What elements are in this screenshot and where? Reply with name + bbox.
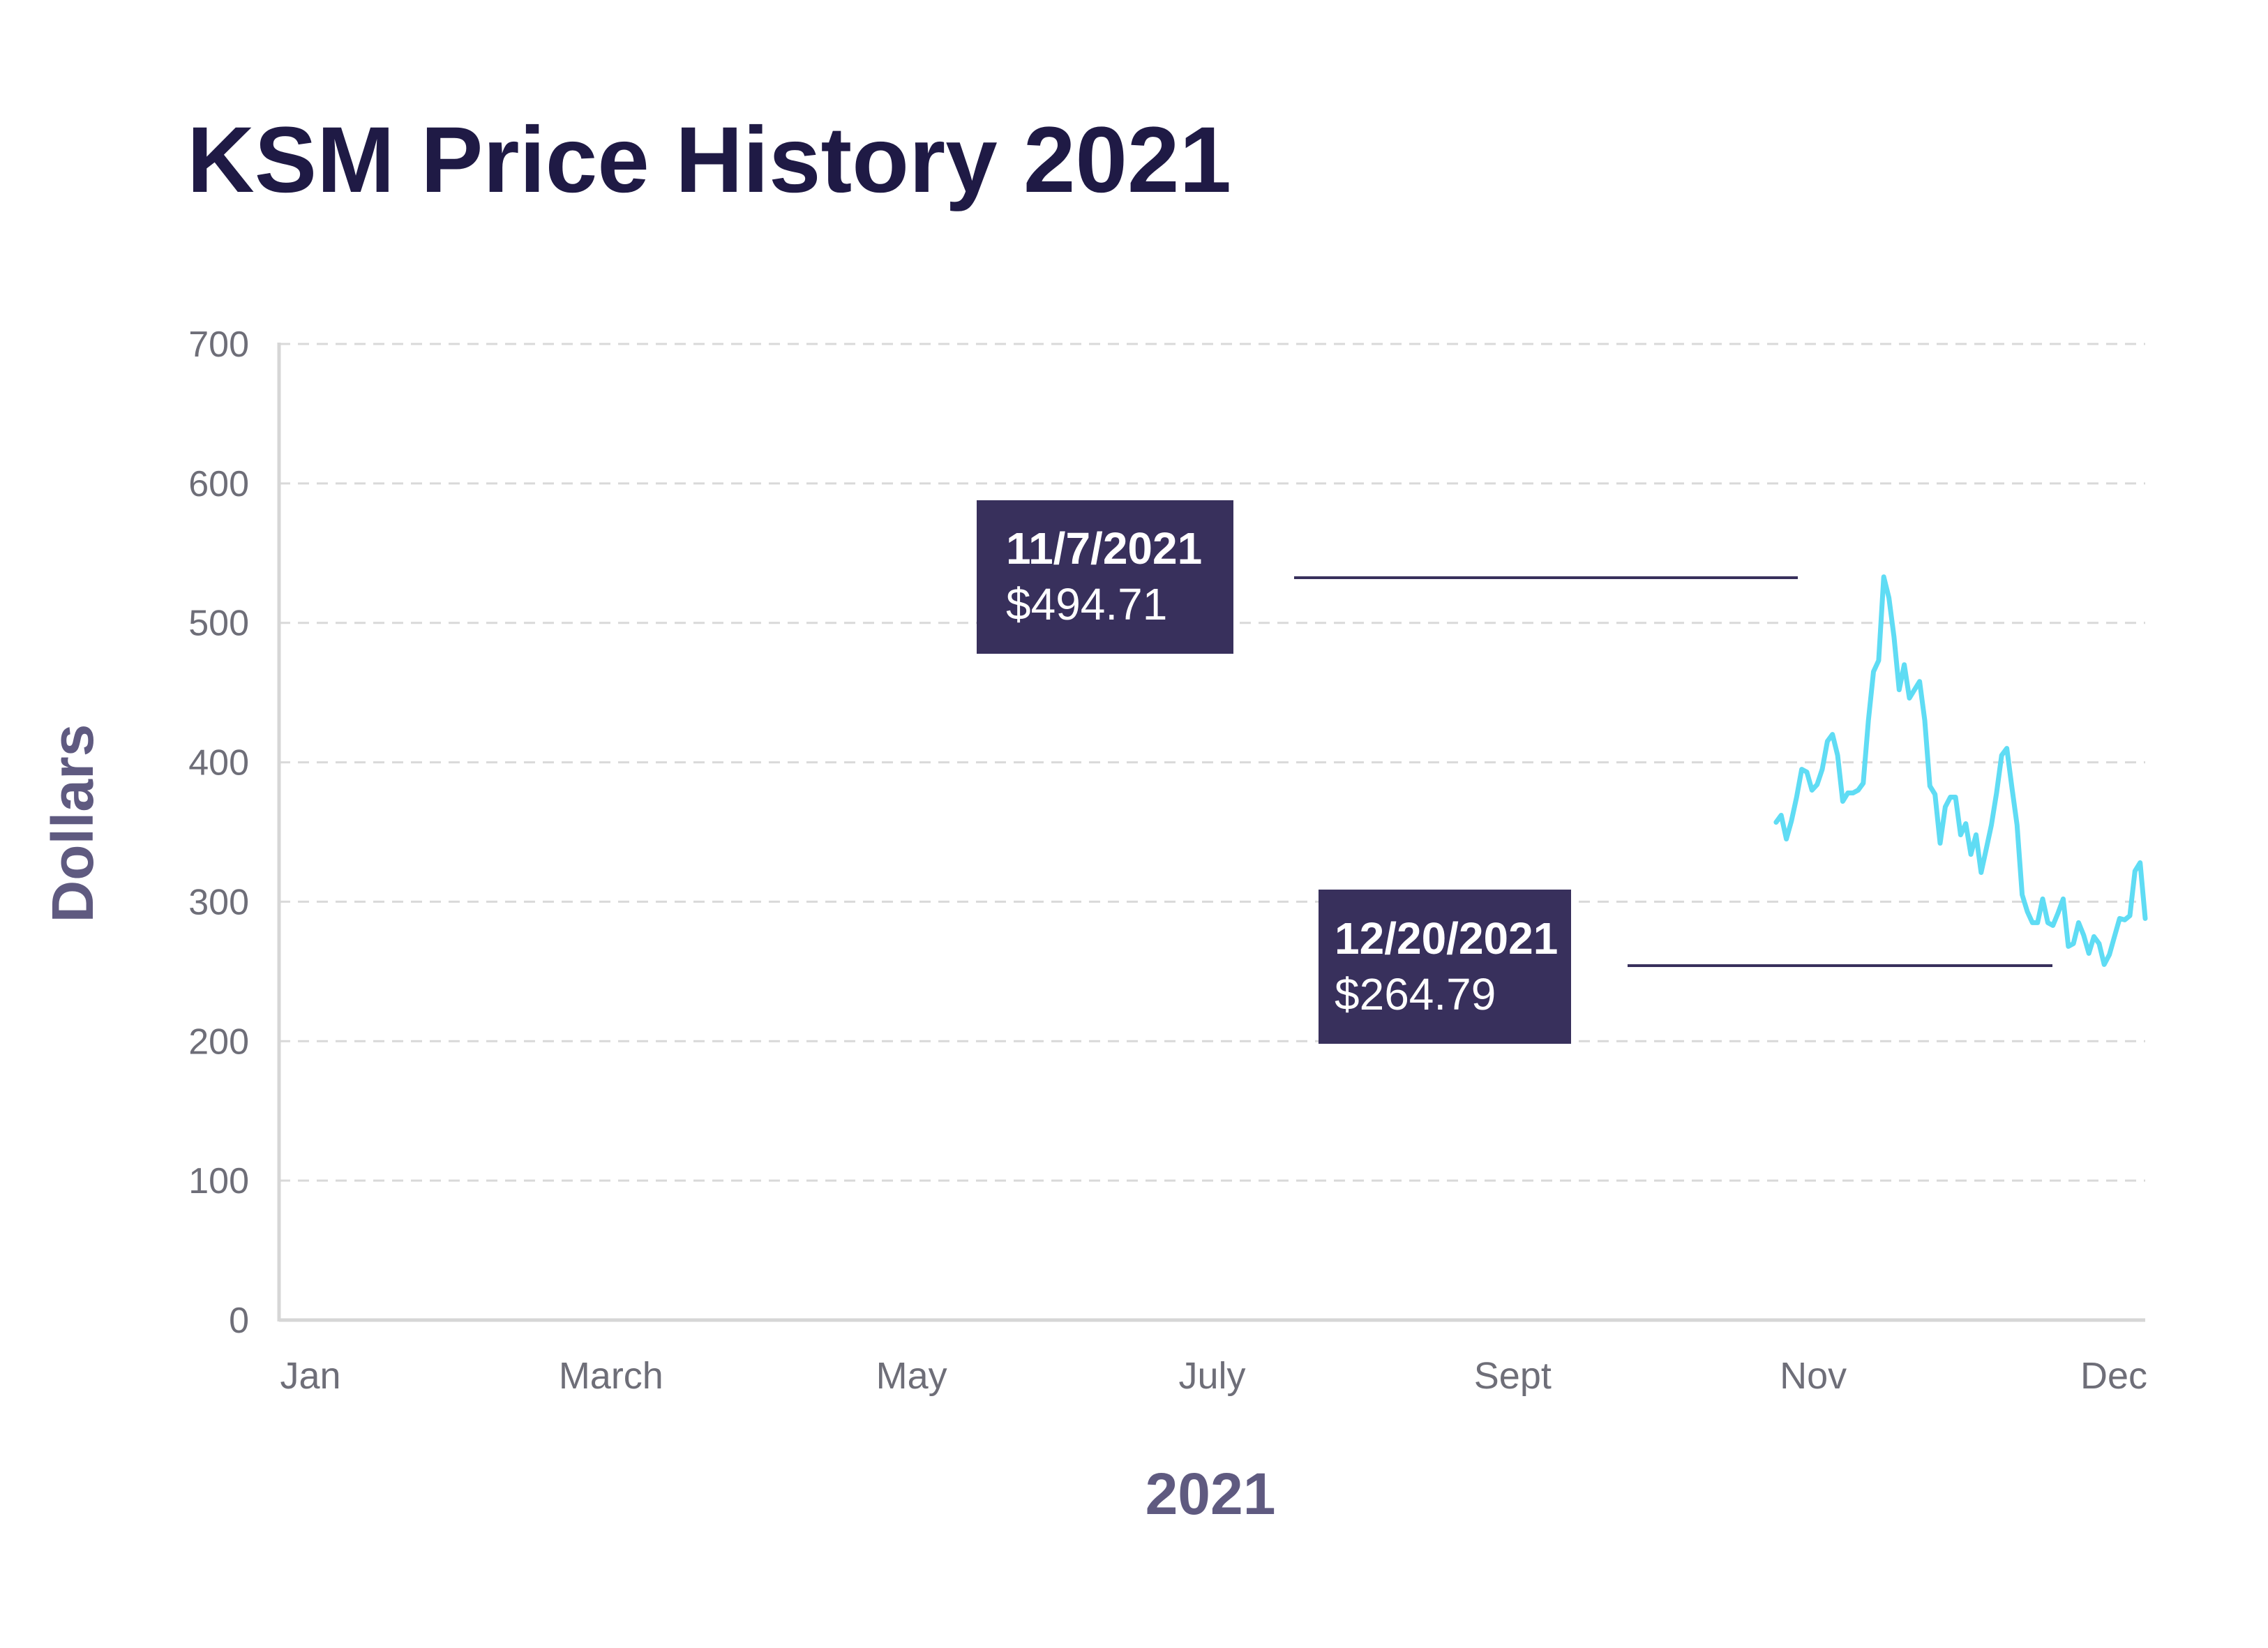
chart-title: KSM Price History 2021 xyxy=(187,108,1231,212)
x-tick-label: July xyxy=(1178,1355,1245,1397)
y-tick-label: 100 xyxy=(188,1161,249,1201)
axes xyxy=(277,343,2145,1322)
annotation-peak-price: $494.71 xyxy=(1006,579,1167,629)
x-tick-label: Dec xyxy=(2080,1355,2147,1397)
x-tick-label: Nov xyxy=(1780,1355,1847,1397)
x-tick-label: March xyxy=(559,1355,663,1397)
annotation-peak: 11/7/2021 $494.71 xyxy=(977,500,1798,654)
x-tick-label: Sept xyxy=(1474,1355,1552,1397)
series xyxy=(1773,574,2148,967)
y-tick-label: 500 xyxy=(188,604,249,644)
annotation-peak-box xyxy=(977,500,1233,654)
annotation-low-box xyxy=(1319,890,1571,1044)
series-line-0 xyxy=(1773,574,2148,967)
y-axis-label: Dollars xyxy=(40,724,105,923)
annotation-low: 12/20/2021 $264.79 xyxy=(1319,890,2052,1044)
y-tick-label: 600 xyxy=(188,464,249,504)
y-tick-label: 300 xyxy=(188,882,249,922)
annotation-low-date: 12/20/2021 xyxy=(1335,913,1558,964)
y-tick-label: 0 xyxy=(229,1301,249,1341)
y-tick-label: 700 xyxy=(188,324,249,365)
y-tick-label: 400 xyxy=(188,743,249,784)
annotation-peak-date: 11/7/2021 xyxy=(1006,523,1202,574)
annotation-low-price: $264.79 xyxy=(1335,969,1496,1019)
x-tick-labels: Jan March May July Sept Nov Dec xyxy=(280,1355,2147,1397)
x-tick-label: May xyxy=(876,1355,947,1397)
y-tick-labels: 0 100 200 300 400 500 600 700 xyxy=(188,324,249,1341)
x-axis-label: 2021 xyxy=(1146,1461,1276,1527)
x-tick-label: Jan xyxy=(280,1355,340,1397)
y-tick-label: 200 xyxy=(188,1021,249,1062)
